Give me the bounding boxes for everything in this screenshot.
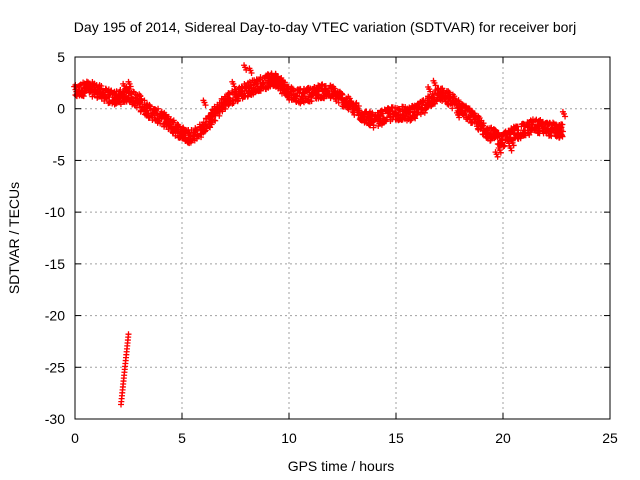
data-point [559,128,566,135]
data-point [432,82,439,89]
data-point [515,127,522,134]
data-point [248,70,255,77]
data-point [110,97,117,104]
data-point [430,77,437,84]
x-tick-label: 10 [281,430,297,446]
data-point [393,110,400,117]
x-tick-labels: 0 5 10 15 20 25 [71,430,618,446]
data-points [71,62,569,408]
data-point [195,133,202,140]
data-point [133,104,140,111]
data-point [559,108,566,115]
data-point [331,87,338,94]
data-point [202,102,209,109]
chart-title: Day 195 of 2014, Sidereal Day-to-day VTE… [74,19,576,35]
data-point [508,147,515,154]
data-point [520,120,527,127]
y-axis-label: SDTVAR / TECUs [6,182,22,294]
y-tick-label: -5 [53,152,66,168]
data-point [125,88,132,95]
data-point [201,128,208,135]
y-tick-label: -30 [45,411,65,427]
data-point [456,114,463,121]
data-point [216,112,223,119]
data-point [562,113,569,120]
data-point [200,97,207,104]
data-point [510,142,517,149]
x-tick-label: 25 [602,430,618,446]
data-point [558,132,565,139]
data-point [120,80,127,87]
data-point [480,122,487,129]
data-point [125,331,132,338]
data-point [125,78,132,85]
data-point [501,143,508,150]
data-point [315,91,322,98]
data-point [141,97,148,104]
data-point [229,78,236,85]
data-point [492,149,499,156]
data-point [211,117,218,124]
data-point [345,106,352,113]
y-tick-label: -10 [45,204,65,220]
data-point [170,117,177,124]
y-tick-label: -15 [45,256,65,272]
data-point [192,127,199,134]
x-tick-label: 15 [388,430,404,446]
data-point [427,88,434,95]
data-point [290,87,297,94]
data-point [417,111,424,118]
data-point [375,123,382,130]
y-tick-labels: 5 0 -5 -10 -15 -20 -25 -30 [45,49,65,427]
data-point [354,107,361,114]
data-point [231,83,238,90]
data-point [162,112,169,119]
data-point [241,62,248,69]
data-point [127,83,134,90]
plot-frame [74,56,611,420]
data-point [497,149,504,156]
data-point [136,91,143,98]
data-point [222,105,229,112]
data-point [260,80,267,87]
data-point [558,124,565,131]
data-point [492,126,499,133]
data-point [453,109,460,116]
x-tick-label: 20 [495,430,511,446]
data-point [465,113,472,120]
data-point [380,110,387,117]
data-point [338,91,345,98]
x-tick-label: 5 [178,430,186,446]
data-point [202,122,209,129]
data-point [459,101,466,108]
data-point [147,105,154,112]
data-point [449,105,456,112]
x-axis-label: GPS time / hours [288,458,395,474]
data-point [508,137,515,144]
data-point [145,114,152,121]
data-point [119,90,126,97]
data-point [319,81,326,88]
data-point [392,109,399,116]
data-point [131,89,138,96]
data-point [152,106,159,113]
data-point [494,153,501,160]
y-tick-label: 5 [57,49,65,65]
y-tick-label: 0 [57,101,65,117]
data-point [202,127,209,134]
x-tick-label: 0 [71,430,79,446]
data-point [246,65,253,72]
data-point [498,135,505,142]
data-point [308,98,315,105]
data-point [495,145,502,152]
data-point [383,116,390,123]
data-point [219,106,226,113]
data-point [559,121,566,128]
data-point [138,95,145,102]
data-point [425,83,432,90]
data-point [155,105,162,112]
y-tick-label: -25 [45,359,65,375]
y-tick-label: -20 [45,308,65,324]
